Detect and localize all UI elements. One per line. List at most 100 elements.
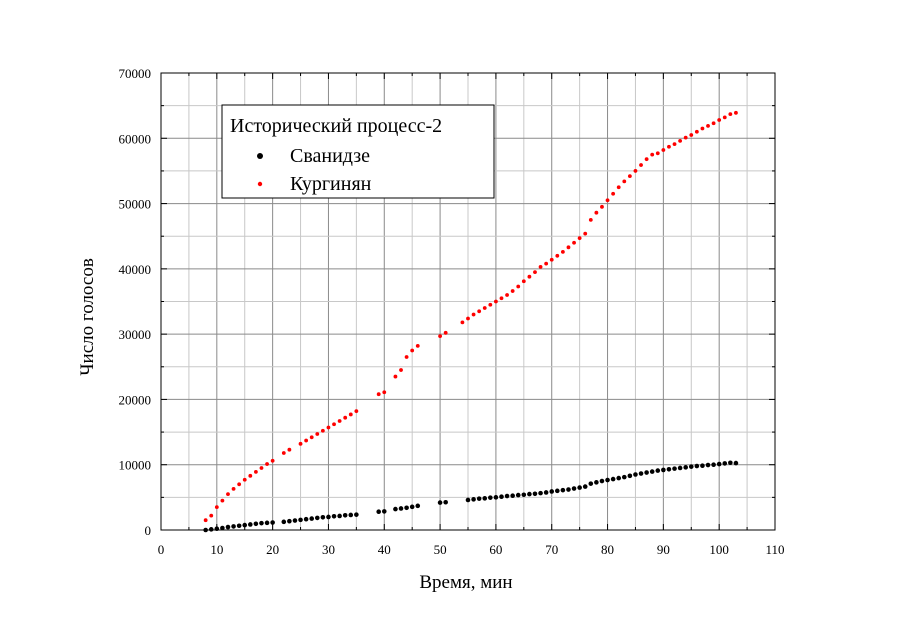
data-point [259, 520, 264, 526]
data-point [667, 144, 671, 149]
data-point [337, 419, 342, 423]
data-point [281, 451, 286, 455]
data-point [381, 509, 387, 514]
data-point [638, 471, 644, 476]
data-point [376, 392, 381, 397]
data-point [527, 491, 532, 497]
data-point [471, 312, 476, 317]
data-point [533, 270, 537, 275]
data-point [627, 174, 632, 179]
data-point [571, 486, 577, 491]
data-point [611, 191, 616, 196]
data-point [443, 499, 448, 505]
data-point [398, 506, 404, 511]
data-point [203, 518, 208, 523]
data-points [203, 110, 739, 533]
data-point [639, 163, 643, 167]
data-point [476, 496, 482, 501]
data-point [354, 512, 359, 517]
data-point [259, 466, 264, 470]
y-tick-label: 40000 [119, 262, 152, 277]
data-point [298, 517, 303, 523]
data-point [264, 520, 270, 526]
data-point [555, 488, 560, 494]
data-point [655, 468, 661, 473]
data-point [493, 495, 499, 500]
data-point [705, 462, 711, 468]
data-point [499, 296, 504, 301]
data-point [672, 466, 677, 471]
data-point [510, 289, 515, 293]
x-tick-label: 100 [709, 542, 729, 557]
data-point [393, 374, 398, 379]
data-point [516, 284, 521, 289]
data-point [600, 204, 604, 209]
data-point [510, 493, 515, 499]
data-point [644, 157, 649, 162]
data-point [237, 482, 242, 487]
data-point [538, 490, 543, 496]
data-point [521, 492, 527, 498]
data-point [543, 490, 549, 495]
data-point [236, 523, 242, 529]
data-point [706, 123, 710, 128]
data-point [343, 415, 348, 420]
data-point [265, 462, 269, 466]
data-point [309, 516, 315, 521]
x-tick-label: 50 [434, 542, 447, 557]
x-tick-label: 110 [765, 542, 784, 557]
data-point [248, 522, 253, 527]
data-point [471, 497, 476, 502]
data-point [527, 274, 532, 279]
data-point [577, 236, 582, 241]
data-point [499, 494, 504, 500]
data-point [711, 462, 716, 468]
data-point [231, 486, 236, 491]
data-point [393, 506, 398, 512]
legend-title: Исторический процесс-2 [230, 115, 442, 137]
y-tick-label: 60000 [119, 131, 152, 146]
data-point [728, 460, 733, 466]
data-point [515, 492, 521, 498]
data-point [466, 316, 470, 321]
data-point [633, 169, 638, 173]
data-point [209, 513, 214, 518]
data-point [242, 522, 248, 528]
data-point [253, 521, 259, 527]
data-point [555, 253, 560, 258]
data-point [666, 466, 672, 472]
data-point [588, 481, 594, 486]
data-point [382, 390, 387, 395]
legend-label-kurginyan: Кургинян [290, 173, 372, 195]
data-point [348, 512, 354, 518]
data-point [549, 257, 554, 262]
data-point [728, 112, 733, 117]
data-point [242, 477, 247, 482]
data-point [320, 428, 325, 433]
data-point [661, 467, 666, 473]
legend-marker-svanidze [257, 153, 263, 159]
data-point [566, 245, 571, 250]
data-point [348, 412, 353, 417]
legend-marker-kurginyan [257, 181, 263, 187]
data-point [672, 142, 677, 147]
data-point [700, 463, 705, 468]
data-point [410, 348, 415, 353]
data-point [683, 465, 688, 470]
data-point [560, 487, 566, 493]
data-point [694, 129, 699, 134]
data-point [342, 513, 348, 518]
x-tick-label: 80 [601, 542, 614, 557]
data-point [505, 293, 509, 297]
data-point [532, 491, 538, 497]
data-point [722, 461, 728, 466]
data-point [717, 118, 722, 122]
y-tick-label: 50000 [119, 197, 152, 212]
data-point [716, 461, 722, 467]
data-point [655, 151, 660, 156]
data-point [594, 480, 599, 485]
data-point [504, 493, 510, 499]
data-point [661, 148, 666, 152]
data-point [621, 474, 627, 480]
data-point [376, 509, 381, 515]
